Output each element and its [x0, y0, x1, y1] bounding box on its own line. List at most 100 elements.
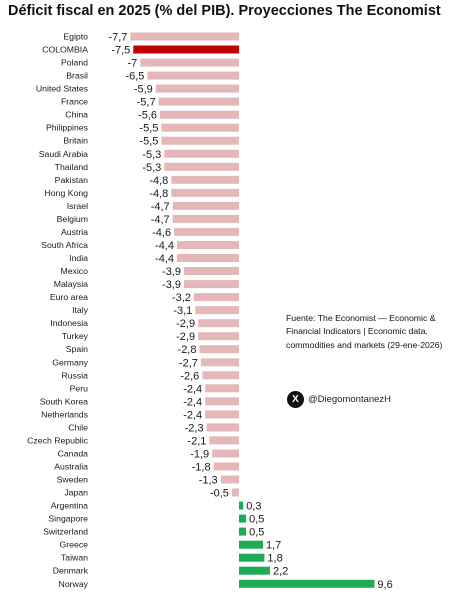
bar-mexico [184, 267, 239, 275]
category-label-argentina: Argentina [51, 501, 88, 511]
category-label-japan: Japan [64, 488, 88, 498]
bar-colombia [133, 45, 240, 54]
value-label-indonesia: -2,9 [176, 318, 195, 330]
attribution-handle[interactable]: @DiegomontanezH [308, 394, 392, 405]
category-label-south-africa: South Africa [41, 240, 88, 250]
bar-italy [195, 306, 239, 315]
bar-russia [202, 371, 239, 380]
category-label-russia: Russia [61, 370, 88, 380]
category-label-netherlands: Netherlands [41, 409, 89, 419]
bar-czech-republic [209, 436, 239, 445]
value-label-belgium: -4,7 [151, 214, 170, 226]
bar-poland [140, 58, 239, 67]
category-label-hong-kong: Hong Kong [45, 188, 89, 198]
value-label-greece: 1,7 [266, 540, 281, 552]
bar-belgium [172, 214, 239, 223]
category-label-israel: Israel [67, 201, 88, 211]
value-label-spain: -2,8 [178, 344, 197, 356]
category-label-greece: Greece [60, 540, 89, 550]
bar-spain [199, 345, 239, 354]
bar-germany [200, 358, 239, 367]
category-label-australia: Australia [54, 462, 88, 472]
bar-peru [205, 384, 239, 393]
bar-indonesia [198, 319, 239, 328]
value-label-brasil: -6,5 [125, 71, 144, 83]
category-label-sweden: Sweden [57, 475, 89, 485]
value-label-australia: -1,8 [192, 462, 211, 474]
category-label-belgium: Belgium [57, 214, 88, 224]
category-label-peru: Peru [70, 383, 89, 393]
value-label-poland: -7 [128, 58, 138, 70]
category-label-colombia: COLOMBIA [42, 45, 88, 55]
category-label-taiwan: Taiwan [61, 553, 88, 563]
bar-malaysia [184, 280, 239, 289]
value-label-switzerland: 0,5 [249, 527, 264, 539]
bar-egipto [130, 32, 239, 41]
value-label-netherlands: -2,4 [183, 409, 202, 421]
bar-canada [212, 449, 239, 458]
value-label-czech-republic: -2,1 [187, 435, 206, 447]
value-label-japan: -0,5 [210, 488, 229, 500]
bar-india [177, 254, 239, 262]
bar-japan [231, 488, 239, 497]
source-note: Fuente: The Economist — Economic & Finan… [286, 313, 443, 350]
bar-france [158, 97, 239, 106]
value-label-south-africa: -4,4 [155, 240, 174, 252]
category-label-china: China [65, 110, 88, 120]
bar-chile [206, 423, 239, 432]
bar-thailand [164, 162, 239, 171]
value-label-peru: -2,4 [183, 383, 202, 395]
bar-brasil [147, 71, 239, 80]
category-label-malaysia: Malaysia [54, 279, 88, 289]
value-label-germany: -2,7 [179, 357, 198, 369]
value-label-israel: -4,7 [151, 201, 170, 213]
bar-norway [239, 579, 375, 588]
value-label-euro-area: -3,2 [172, 292, 191, 304]
category-label-germany: Germany [52, 357, 88, 367]
value-label-thailand: -5,3 [142, 162, 161, 174]
category-label-saudi-arabia: Saudi Arabia [39, 149, 88, 159]
bar-pakistan [171, 175, 239, 184]
value-label-colombia: -7,5 [111, 45, 130, 57]
category-label-pakistan: Pakistan [55, 175, 88, 185]
category-label-brasil: Brasil [66, 71, 88, 81]
value-label-britain: -5,5 [139, 136, 158, 148]
bar-israel [172, 201, 239, 210]
value-label-mexico: -3,9 [162, 266, 181, 278]
value-label-south-korea: -2,4 [183, 396, 202, 408]
bar-south-africa [177, 241, 239, 249]
bar-turkey [198, 332, 239, 341]
category-label-turkey: Turkey [62, 331, 89, 341]
category-label-thailand: Thailand [55, 162, 88, 172]
value-label-philippines: -5,5 [139, 123, 158, 135]
category-label-switzerland: Switzerland [43, 527, 88, 537]
value-label-hong-kong: -4,8 [149, 188, 168, 200]
x-logo-icon: X [287, 391, 304, 408]
bar-united-states [155, 84, 239, 93]
category-label-poland: Poland [61, 58, 88, 68]
bar-denmark [239, 566, 270, 575]
attribution[interactable]: X @DiegomontanezH [287, 391, 391, 408]
value-label-singapore: 0,5 [249, 514, 264, 526]
category-label-south-korea: South Korea [40, 396, 88, 406]
value-label-canada: -1,9 [190, 449, 209, 461]
bars-group [130, 32, 375, 588]
value-label-china: -5,6 [138, 110, 157, 122]
value-label-austria: -4,6 [152, 227, 171, 239]
bar-south-korea [205, 397, 239, 406]
chart-title: Déficit fiscal en 2025 (% del PIB). Proy… [8, 3, 441, 19]
bar-china [160, 110, 239, 119]
bar-euro-area [193, 293, 239, 302]
bar-netherlands [205, 410, 239, 419]
bar-argentina [239, 501, 244, 510]
value-label-saudi-arabia: -5,3 [142, 149, 161, 161]
category-label-austria: Austria [61, 227, 88, 237]
value-label-italy: -3,1 [173, 305, 192, 317]
category-label-spain: Spain [66, 344, 88, 354]
category-label-philippines: Philippines [46, 123, 89, 133]
category-label-egipto: Egipto [63, 32, 88, 42]
category-label-india: India [69, 253, 88, 263]
bar-britain [161, 136, 239, 145]
value-label-sweden: -1,3 [199, 475, 218, 487]
category-label-denmark: Denmark [53, 566, 89, 576]
